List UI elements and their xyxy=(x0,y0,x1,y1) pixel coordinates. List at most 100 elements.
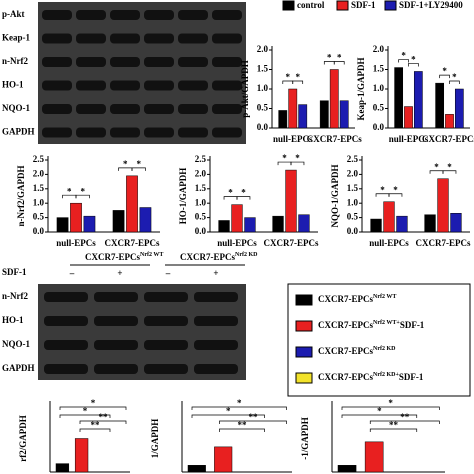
significance-star: * xyxy=(123,159,128,169)
band xyxy=(212,80,242,91)
band xyxy=(76,57,106,67)
label-text: CXCR7-EPCs xyxy=(318,294,373,304)
significance-bracket xyxy=(292,80,304,84)
y-tick-label: 0.5 xyxy=(373,103,385,113)
bar xyxy=(364,441,384,473)
band xyxy=(194,364,238,374)
significance-bracket xyxy=(369,428,418,432)
significance-star: * xyxy=(241,188,246,198)
significance-star: * xyxy=(286,72,291,82)
band xyxy=(42,127,72,138)
bar xyxy=(404,106,413,129)
bar xyxy=(187,465,206,473)
significance-star: * xyxy=(136,159,141,169)
band xyxy=(194,292,238,302)
significance-bracket xyxy=(79,420,127,424)
significance-star: * xyxy=(83,406,88,416)
band xyxy=(76,80,106,91)
label: CXCR7-EPCsNrf2 KD xyxy=(180,252,258,262)
band xyxy=(44,364,88,374)
y-tick-label: 1.0 xyxy=(257,83,269,93)
label-sup: Nrf2 KD+ xyxy=(373,372,399,378)
band xyxy=(212,104,242,114)
significance-bracket xyxy=(341,414,418,418)
bar xyxy=(83,215,96,233)
y-tick-label: 1.5 xyxy=(33,183,45,193)
band xyxy=(94,364,138,374)
treatment-sign: + xyxy=(213,268,218,278)
band xyxy=(144,33,174,44)
significance-bracket xyxy=(439,74,450,79)
legend-swatch xyxy=(295,372,313,384)
band xyxy=(110,10,140,20)
significance-star: ** xyxy=(389,420,399,430)
y-tick-label: 1.5 xyxy=(257,64,269,74)
significance-bracket xyxy=(191,414,265,418)
significance-star: * xyxy=(237,398,242,408)
bar xyxy=(288,88,298,129)
significance-bracket xyxy=(236,196,251,200)
y-tick-label: 2.0 xyxy=(33,168,45,178)
band xyxy=(144,127,174,138)
blot-row-label: n-Nrf2 xyxy=(2,56,28,66)
x-tick-label: null-EPCs xyxy=(369,238,409,248)
treatment-sign: + xyxy=(117,268,122,278)
y-tick-label: 2.0 xyxy=(195,168,207,178)
legend-swatch xyxy=(295,346,313,358)
x-tick-label: CXCR7-EPCs xyxy=(416,238,471,248)
bar xyxy=(298,104,308,129)
legend-box xyxy=(287,283,471,397)
significance-bracket xyxy=(219,420,287,424)
band xyxy=(212,10,242,20)
significance-star: * xyxy=(452,72,457,82)
legend-label: SDF-1 xyxy=(351,0,376,10)
y-tick-label: 0.0 xyxy=(257,122,269,132)
band xyxy=(110,33,140,44)
band xyxy=(194,316,238,326)
y-tick-label: 1.0 xyxy=(347,197,359,207)
band xyxy=(144,292,188,302)
band xyxy=(76,33,106,44)
bar xyxy=(278,110,288,129)
label-suffix: SDF-1 xyxy=(399,372,424,382)
y-tick-label: 1.5 xyxy=(373,64,385,74)
treatment-sign: – xyxy=(165,268,171,278)
significance-bracket xyxy=(59,406,127,410)
band xyxy=(76,10,106,20)
bar xyxy=(329,69,339,129)
label-text: CXCR7-EPCs xyxy=(318,320,373,330)
y-tick-label: 0.5 xyxy=(347,212,359,222)
band xyxy=(94,340,138,350)
label-sup: Nrf2 KD xyxy=(373,346,396,352)
bar xyxy=(437,178,449,233)
label-sup: Nrf2 WT xyxy=(140,252,163,258)
significance-star: * xyxy=(447,162,452,172)
significance-bracket xyxy=(290,161,305,166)
band xyxy=(178,33,208,44)
label: CXCR7-EPCsNrf2 KD xyxy=(318,346,396,356)
label: CXCR7-EPCsNrf2 WT xyxy=(318,294,396,304)
significance-star: * xyxy=(337,53,342,63)
significance-star: * xyxy=(282,153,287,163)
y-axis-label: 1/GAPDH xyxy=(150,419,160,459)
y-tick-label: 2.5 xyxy=(347,154,359,164)
significance-bracket xyxy=(131,167,146,171)
band xyxy=(76,127,106,138)
blot-row-label: n-Nrf2 xyxy=(2,291,28,301)
significance-star: * xyxy=(327,53,332,63)
bar xyxy=(231,204,243,233)
bar xyxy=(454,88,464,129)
band xyxy=(110,104,140,114)
x-tick-label: null-EPCs xyxy=(273,134,313,144)
bar xyxy=(139,207,152,233)
label-sup: Nrf2 WT xyxy=(373,294,396,300)
label-text: CXCR7-EPCs xyxy=(180,252,235,262)
blot-row-label: NQO-1 xyxy=(2,339,30,349)
significance-bracket xyxy=(79,428,111,432)
bar xyxy=(272,215,284,233)
y-axis-label: n-Nrf2/GAPDH xyxy=(16,166,26,227)
band xyxy=(212,57,242,67)
band xyxy=(144,80,174,91)
y-tick-label: 0.0 xyxy=(33,226,45,236)
bar xyxy=(337,465,357,473)
